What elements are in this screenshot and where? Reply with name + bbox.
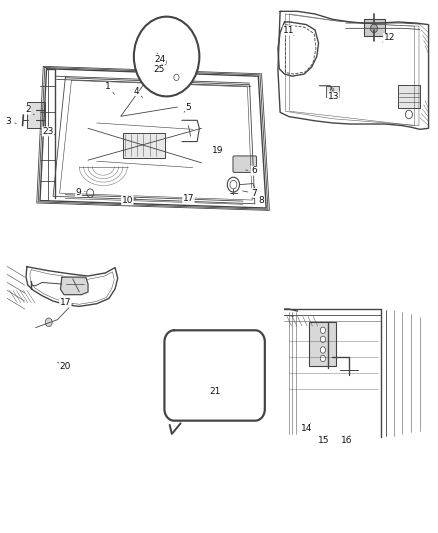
- Text: 17: 17: [183, 194, 194, 203]
- Polygon shape: [60, 277, 88, 295]
- Text: 19: 19: [212, 146, 223, 155]
- Text: 16: 16: [341, 435, 352, 446]
- Text: 15: 15: [318, 435, 329, 446]
- Circle shape: [320, 336, 325, 343]
- Circle shape: [45, 318, 52, 327]
- Text: 1: 1: [105, 82, 114, 94]
- FancyBboxPatch shape: [309, 322, 336, 367]
- Text: 14: 14: [300, 423, 312, 433]
- Text: 8: 8: [252, 196, 264, 205]
- Circle shape: [174, 74, 179, 80]
- Circle shape: [330, 88, 334, 92]
- Text: 17: 17: [60, 298, 71, 307]
- Circle shape: [134, 17, 199, 96]
- FancyBboxPatch shape: [233, 156, 257, 172]
- Circle shape: [87, 189, 94, 197]
- Text: 23: 23: [42, 127, 53, 136]
- Text: 11: 11: [283, 26, 295, 36]
- Text: 2: 2: [25, 105, 34, 115]
- Text: 13: 13: [328, 92, 339, 101]
- Text: 21: 21: [209, 387, 220, 396]
- Text: 7: 7: [243, 189, 257, 198]
- Text: 10: 10: [122, 196, 136, 205]
- Text: 9: 9: [75, 188, 85, 197]
- Circle shape: [330, 93, 334, 98]
- FancyBboxPatch shape: [364, 19, 385, 36]
- Circle shape: [371, 24, 378, 33]
- Text: 3: 3: [6, 117, 16, 126]
- Text: 4: 4: [133, 86, 143, 98]
- Circle shape: [320, 356, 325, 362]
- Circle shape: [161, 59, 166, 66]
- Text: 12: 12: [383, 34, 395, 43]
- FancyBboxPatch shape: [27, 102, 45, 128]
- Circle shape: [320, 347, 325, 353]
- Circle shape: [406, 110, 413, 119]
- Text: 6: 6: [246, 166, 257, 175]
- Text: 24: 24: [155, 53, 166, 63]
- Circle shape: [320, 327, 325, 334]
- FancyBboxPatch shape: [325, 86, 339, 97]
- Text: 5: 5: [184, 102, 191, 112]
- FancyBboxPatch shape: [123, 133, 165, 158]
- FancyBboxPatch shape: [398, 85, 420, 108]
- Text: 25: 25: [153, 66, 164, 74]
- Text: 20: 20: [57, 362, 71, 371]
